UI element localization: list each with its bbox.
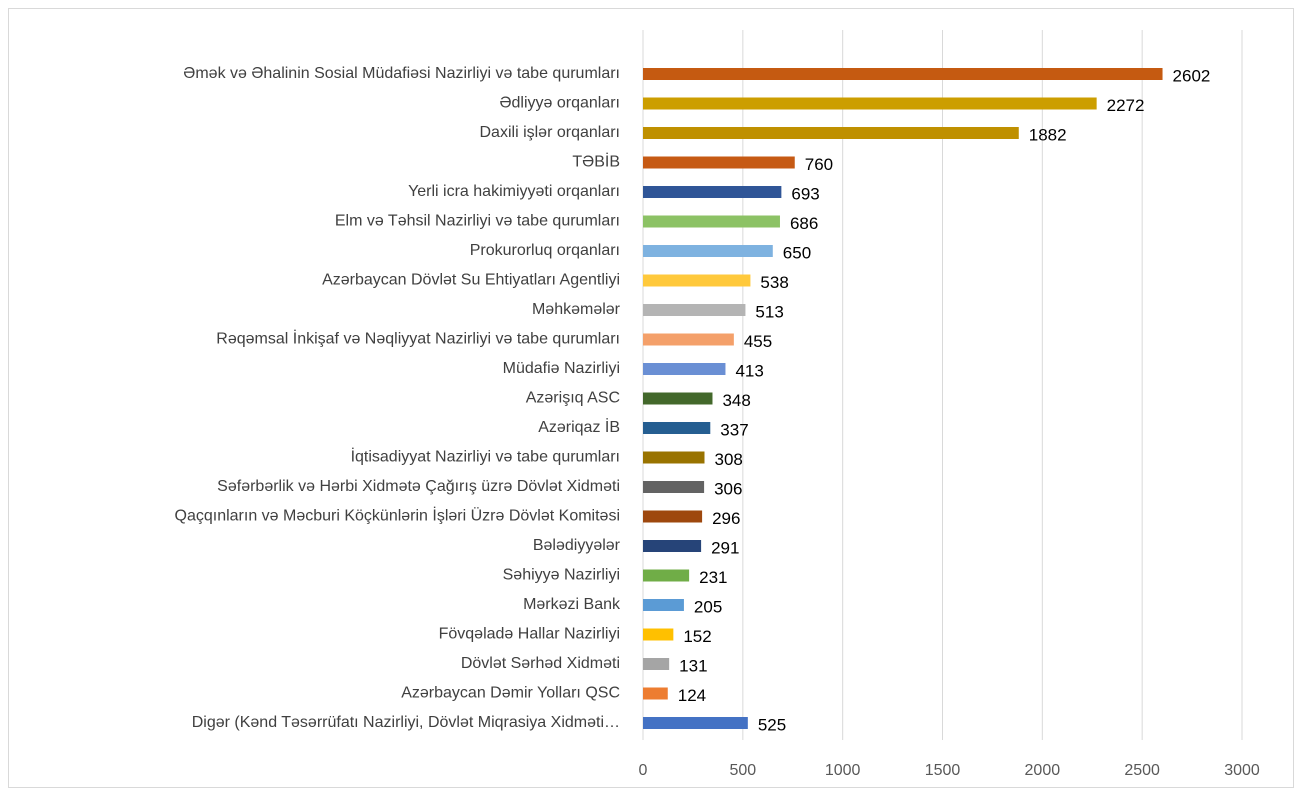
bar <box>643 599 684 611</box>
value-label: 205 <box>694 597 722 616</box>
x-tick-label: 500 <box>729 762 756 779</box>
value-label: 2602 <box>1173 66 1211 85</box>
bar <box>643 245 773 257</box>
bar <box>643 717 748 729</box>
value-label: 2272 <box>1107 96 1145 115</box>
value-label: 152 <box>683 627 711 646</box>
category-label: Mərkəzi Bank <box>523 596 621 613</box>
bar <box>643 186 782 198</box>
category-label: Fövqəladə Hallar Nazirliyi <box>439 626 620 643</box>
category-label: Bələdiyyələr <box>533 537 621 554</box>
bar <box>643 97 1097 110</box>
value-label: 308 <box>714 450 742 469</box>
category-label: Prokurorluq orqanları <box>470 242 620 259</box>
value-label: 650 <box>783 243 811 262</box>
value-label: 348 <box>722 391 750 410</box>
bar <box>643 304 746 316</box>
category-label: Səfərbərlik və Hərbi Xidmətə Çağırış üzr… <box>217 478 620 495</box>
value-label: 124 <box>678 686 706 705</box>
bar <box>643 333 734 346</box>
value-label: 693 <box>791 184 819 203</box>
value-label: 131 <box>679 656 707 675</box>
category-label: Yerli icra hakimiyyəti orqanları <box>408 183 620 200</box>
value-label: 291 <box>711 538 739 557</box>
category-label: Əmək və Əhalinin Sosial Müdafiəsi Nazirl… <box>183 65 620 82</box>
category-label: Azərbaycan Dövlət Su Ehtiyatları Agentli… <box>322 272 620 289</box>
bar <box>643 687 668 700</box>
category-label: TƏBİB <box>572 152 620 171</box>
bar <box>643 274 751 287</box>
category-label: Elm və Təhsil Nazirliyi və tabe qurumlar… <box>335 213 620 230</box>
x-tick-label: 1000 <box>825 762 861 779</box>
bar <box>643 540 702 552</box>
category-label: Azəriqaz İB <box>538 417 620 436</box>
category-label: Qaçqınların və Məcburi Köçkünlərin İşlər… <box>175 506 621 525</box>
value-label: 686 <box>790 214 818 233</box>
bar <box>643 451 705 464</box>
category-label: Məhkəmələr <box>532 301 621 318</box>
x-tick-label: 3000 <box>1224 762 1260 779</box>
category-label: Səhiyyə Nazirliyi <box>503 567 620 584</box>
bar <box>643 628 674 641</box>
category-label: İqtisadiyyat Nazirliyi və tabe qurumları <box>351 447 620 466</box>
value-label: 231 <box>699 568 727 587</box>
bar <box>643 569 690 582</box>
bar <box>643 127 1019 139</box>
category-label: Daxili işlər orqanları <box>480 124 621 141</box>
bar <box>643 156 795 169</box>
value-label: 306 <box>714 479 742 498</box>
category-label: Müdafiə Nazirliyi <box>503 360 620 377</box>
category-label: Azərbaycan Dəmir Yolları QSC <box>401 685 620 702</box>
bar <box>643 392 713 405</box>
category-label: Dövlət Sərhəd Xidməti <box>461 655 620 672</box>
x-tick-label: 2000 <box>1025 762 1061 779</box>
x-tick-label: 2500 <box>1124 762 1160 779</box>
bar <box>643 363 726 375</box>
value-label: 337 <box>720 420 748 439</box>
value-label: 413 <box>735 361 763 380</box>
x-tick-label: 1500 <box>925 762 961 779</box>
bar <box>643 215 780 228</box>
bar <box>643 510 703 523</box>
value-label: 538 <box>760 273 788 292</box>
bar <box>643 422 711 434</box>
value-label: 760 <box>805 155 833 174</box>
category-label: Azərişıq ASC <box>526 390 620 407</box>
x-tick-label: 0 <box>639 762 648 779</box>
category-label: Ədliyyə orqanları <box>499 95 620 112</box>
category-label: Rəqəmsal İnkişaf və Nəqliyyat Nazirliyi … <box>216 329 620 348</box>
value-label: 296 <box>712 509 740 528</box>
value-label: 1882 <box>1029 125 1067 144</box>
bar <box>643 481 705 493</box>
bar <box>643 68 1163 80</box>
value-label: 525 <box>758 715 786 734</box>
value-label: 455 <box>744 332 772 351</box>
category-label: Digər (Kənd Təsərrüfatı Nazirliyi, Dövlə… <box>192 714 620 731</box>
value-label: 513 <box>755 302 783 321</box>
bar <box>643 658 670 670</box>
